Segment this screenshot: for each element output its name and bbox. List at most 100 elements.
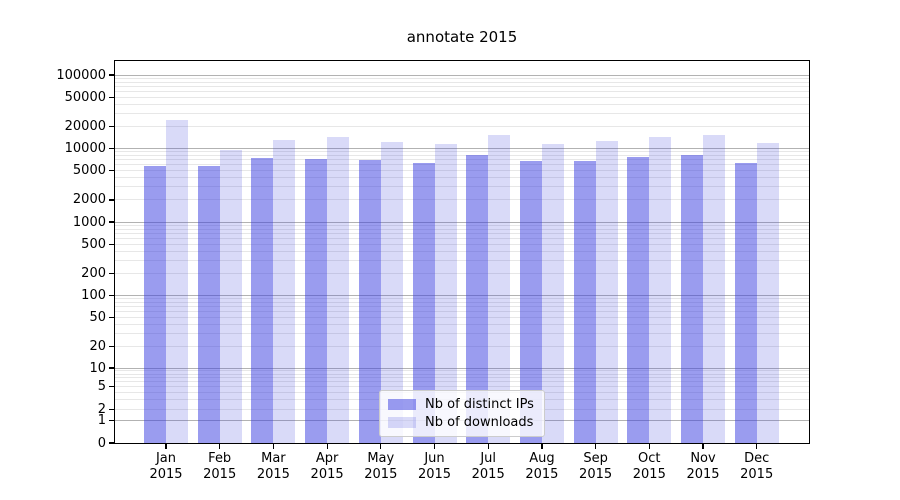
bar-downloads-sep: [595, 140, 618, 444]
gridline-major: [114, 148, 810, 149]
bar-downloads-mar: [273, 139, 296, 444]
bar-ips-jul: [466, 155, 489, 444]
x-tick-mark: [487, 444, 489, 449]
gridline-minor: [114, 370, 810, 372]
y-tick-label: 0: [97, 435, 106, 451]
bar-ips-feb: [197, 166, 220, 444]
x-tick-label: Jun 2015: [417, 451, 452, 482]
legend: Nb of distinct IPs Nb of downloads: [379, 390, 545, 437]
gridline-minor: [114, 232, 810, 234]
y-tick-mark: [109, 243, 114, 245]
gridline-major: [114, 367, 810, 369]
gridline-minor: [114, 306, 810, 308]
gridline-minor: [114, 77, 810, 79]
bar-ips-nov: [681, 154, 703, 444]
y-tick-label: 50000: [64, 89, 106, 105]
gridline-minor: [114, 259, 810, 261]
gridline-minor: [114, 237, 810, 239]
gridline-minor: [114, 381, 810, 383]
x-tick-label: Apr 2015: [310, 451, 344, 482]
bar-downloads-may: [380, 141, 403, 444]
gridline-major: [114, 74, 810, 76]
gridline-minor: [114, 170, 810, 172]
x-tick-mark: [702, 444, 704, 449]
x-tick-mark: [380, 444, 382, 449]
legend-label: Nb of distinct IPs: [425, 396, 534, 412]
y-tick-label: 200: [81, 265, 106, 281]
bar-downloads-jul: [488, 135, 511, 444]
y-tick-mark: [109, 125, 114, 128]
gridline-minor: [114, 159, 810, 161]
y-tick-label: 5: [97, 379, 106, 395]
y-tick-label: 5000: [72, 163, 106, 179]
gridline-minor: [114, 199, 810, 201]
x-tick-mark: [326, 444, 328, 449]
bar-ips-mar: [251, 158, 274, 444]
gridline-minor: [114, 332, 810, 334]
y-tick-label: 1000: [72, 214, 106, 230]
gridline-minor: [114, 164, 810, 166]
legend-swatch-icon: [388, 399, 416, 410]
gridline-minor: [114, 90, 810, 92]
y-tick-label: 20: [89, 338, 106, 354]
gridline-minor: [114, 243, 810, 245]
x-tick-mark: [756, 444, 758, 449]
bar-ips-sep: [573, 160, 596, 444]
bar-ips-may: [358, 160, 381, 444]
y-tick-label: 50: [89, 309, 106, 325]
y-tick-label: 10000: [64, 141, 106, 156]
gridline-minor: [114, 186, 810, 188]
gridline-minor: [114, 250, 810, 252]
gridline-minor: [114, 112, 810, 114]
y-tick-label: 20000: [64, 118, 106, 134]
y-tick-mark: [109, 199, 114, 201]
gridline-minor: [114, 323, 810, 325]
x-tick-mark: [272, 444, 275, 449]
legend-entry: Nb of distinct IPs: [388, 396, 536, 412]
y-tick-mark: [109, 74, 114, 76]
bar-downloads-nov: [703, 134, 725, 444]
x-tick-label: Jan 2015: [149, 451, 183, 482]
gridline-minor: [114, 85, 810, 87]
bar-ips-aug: [519, 161, 542, 444]
bar-ips-oct: [627, 157, 650, 444]
bar-downloads-aug: [541, 143, 564, 444]
y-tick-label: 1: [97, 413, 106, 429]
gridline-major: [114, 295, 810, 296]
y-tick-mark: [109, 170, 114, 172]
gridline-minor: [114, 96, 810, 98]
gridline-minor: [114, 316, 810, 318]
gridline-minor: [114, 298, 810, 300]
y-tick-label: 100: [81, 288, 106, 303]
bar-downloads-jan: [166, 120, 188, 444]
x-tick-label: Mar 2015: [256, 451, 290, 482]
legend-label: Nb of downloads: [425, 414, 534, 430]
x-tick-mark: [541, 444, 543, 449]
x-tick-label: Feb 2015: [203, 451, 237, 482]
gridline-minor: [114, 272, 810, 274]
gridline-minor: [114, 81, 810, 83]
legend-entry: Nb of downloads: [388, 414, 536, 430]
bar-ips-dec: [734, 163, 757, 444]
x-tick-label: Nov 2015: [686, 451, 720, 482]
x-tick-mark: [165, 444, 167, 449]
bar-downloads-dec: [756, 143, 779, 444]
gridline-minor: [114, 228, 810, 230]
gridline-minor: [114, 345, 810, 347]
gridline-minor: [114, 386, 810, 388]
bar-downloads-oct: [649, 136, 672, 444]
gridline-minor: [114, 151, 810, 153]
gridline-minor: [114, 377, 810, 379]
y-tick-mark: [109, 294, 114, 297]
y-tick-mark: [109, 420, 114, 422]
y-tick-mark: [109, 345, 114, 347]
y-tick-mark: [109, 367, 114, 369]
x-tick-label: May 2015: [364, 451, 398, 482]
plot-area: Nb of distinct IPs Nb of downloads: [114, 60, 810, 444]
y-tick-label: 10: [89, 360, 106, 376]
y-tick-mark: [109, 409, 114, 411]
y-tick-mark: [109, 96, 114, 98]
x-tick-mark: [219, 444, 221, 449]
bar-ips-apr: [305, 158, 328, 444]
x-tick-mark: [433, 444, 436, 449]
